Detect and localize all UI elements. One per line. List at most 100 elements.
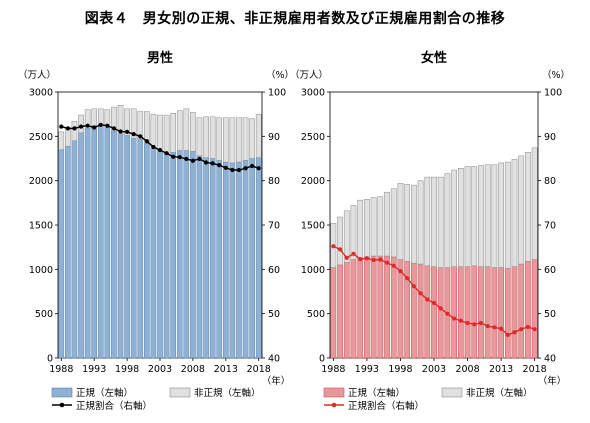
female-x-tick-label: 2018 (523, 364, 547, 375)
male-nonregular-bar (84, 109, 91, 129)
male-x-tick-label: 1988 (49, 364, 73, 375)
male-year-unit: （年） (262, 375, 291, 387)
male-x-tick-label: 1993 (82, 364, 106, 375)
female-ratio-point (431, 300, 437, 306)
male-regular-bar (209, 158, 216, 359)
male-nonregular-bar (170, 113, 176, 153)
male-nonregular-bar (229, 117, 236, 164)
male-ratio-point (151, 144, 156, 150)
male-regular-bar (203, 157, 209, 359)
male-right-tick-label: 60 (268, 265, 280, 276)
male-regular-bar (104, 127, 111, 359)
male-regular-bar (111, 130, 117, 359)
male-ratio-point (190, 158, 196, 163)
female-legend-regular-swatch (323, 387, 345, 398)
male-ratio-point (177, 155, 182, 160)
female-regular-bar (337, 264, 343, 359)
male-nonregular-bar (209, 116, 216, 159)
male-panel-title: 男性 (147, 50, 173, 66)
male-left-tick-label: 2500 (29, 132, 53, 143)
male-ratio-point (138, 134, 143, 139)
male-nonregular-bar (242, 117, 249, 161)
female-ratio-point (391, 263, 396, 268)
male-regular-bar (144, 143, 150, 359)
female-regular-bar (370, 255, 377, 359)
female-nonregular-bar (511, 159, 518, 267)
female-legend-nonregular-swatch (441, 387, 463, 398)
male-ratio-point (236, 167, 242, 173)
male-regular-bar (97, 124, 104, 359)
female-regular-bar (390, 256, 397, 359)
female-regular-bar (457, 266, 464, 359)
male-nonregular-bar (91, 108, 98, 126)
male-regular-bar (84, 128, 91, 359)
male-ratio-point (164, 151, 169, 156)
male-regular-bar (65, 145, 71, 359)
male-legend-nonregular-swatch (169, 387, 191, 398)
male-ratio-point (144, 139, 149, 144)
female-right-tick-label: 70 (544, 221, 556, 232)
male-ratio-point (111, 126, 117, 131)
female-nonregular-bar (491, 164, 498, 268)
female-regular-bar (437, 267, 444, 359)
male-x-tick-label: 2013 (214, 364, 238, 375)
female-nonregular-bar (478, 165, 484, 267)
female-nonregular-bar (444, 173, 451, 268)
male-x-tick-label: 2018 (247, 364, 271, 375)
male-left-tick-label: 1000 (29, 265, 53, 276)
female-x-tick-label: 2008 (455, 364, 479, 375)
figure-title: 図表４ 男女別の正規、非正規雇用者数及び正規雇用割合の推移 (84, 11, 506, 27)
female-ratio-point (351, 251, 356, 256)
female-nonregular-bar (370, 197, 377, 257)
female-x-tick-label: 1998 (388, 364, 412, 375)
male-nonregular-bar (255, 113, 262, 158)
female-left-tick-label: 2500 (301, 132, 325, 143)
male-ratio-point (118, 129, 123, 134)
female-nonregular-bar (337, 216, 343, 266)
male-ratio-point (197, 156, 202, 162)
female-regular-bar (464, 266, 471, 359)
male-regular-bar (170, 152, 176, 359)
female-nonregular-bar (518, 155, 525, 265)
male-nonregular-bar (58, 131, 65, 150)
male-nonregular-bar (150, 113, 157, 149)
male-nonregular-bar (163, 114, 170, 154)
male-nonregular-bar (157, 114, 163, 152)
male-right-tick-label: 50 (268, 309, 280, 320)
male-regular-bar (242, 160, 249, 359)
male-regular-bar (229, 162, 236, 359)
female-legend-nonregular-label: 非正規（左軸） (466, 387, 533, 399)
male-ratio-point (98, 122, 103, 127)
female-regular-bar (384, 255, 390, 359)
male-right-tick-label: 90 (268, 132, 280, 143)
female-x-tick-label: 2003 (422, 364, 446, 375)
female-ratio-point (532, 327, 537, 332)
female-ratio-point (331, 244, 336, 249)
male-ratio-point (59, 124, 64, 129)
female-ratio-point (364, 256, 370, 261)
male-ratio-point (85, 123, 90, 128)
male-right-tick-label: 100 (268, 88, 286, 99)
female-ratio-point (378, 257, 383, 262)
male-legend-nonregular-label: 非正規（左軸） (194, 387, 261, 399)
male-regular-bar (130, 137, 137, 359)
male-regular-bar (137, 138, 144, 359)
male-nonregular-bar (78, 114, 84, 134)
female-right-unit: （%） (542, 69, 570, 81)
male-regular-bar (222, 161, 229, 359)
male-nonregular-bar (137, 111, 144, 140)
female-regular-bar (417, 263, 424, 359)
male-regular-bar (216, 160, 223, 359)
female-ratio-point (337, 247, 343, 252)
female-legend-regular-label: 正規（左軸） (348, 387, 405, 399)
female-left-unit: （万人） (290, 69, 328, 81)
female-year-unit: （年） (538, 375, 567, 387)
male-right-tick-label: 40 (268, 354, 280, 365)
male-ratio-point (230, 167, 235, 173)
female-regular-bar (350, 259, 357, 359)
male-regular-bar (150, 147, 157, 359)
male-x-tick-label: 1998 (115, 364, 139, 375)
male-nonregular-bar (124, 108, 130, 136)
female-regular-bar (357, 257, 364, 359)
female-regular-bar (531, 259, 538, 359)
